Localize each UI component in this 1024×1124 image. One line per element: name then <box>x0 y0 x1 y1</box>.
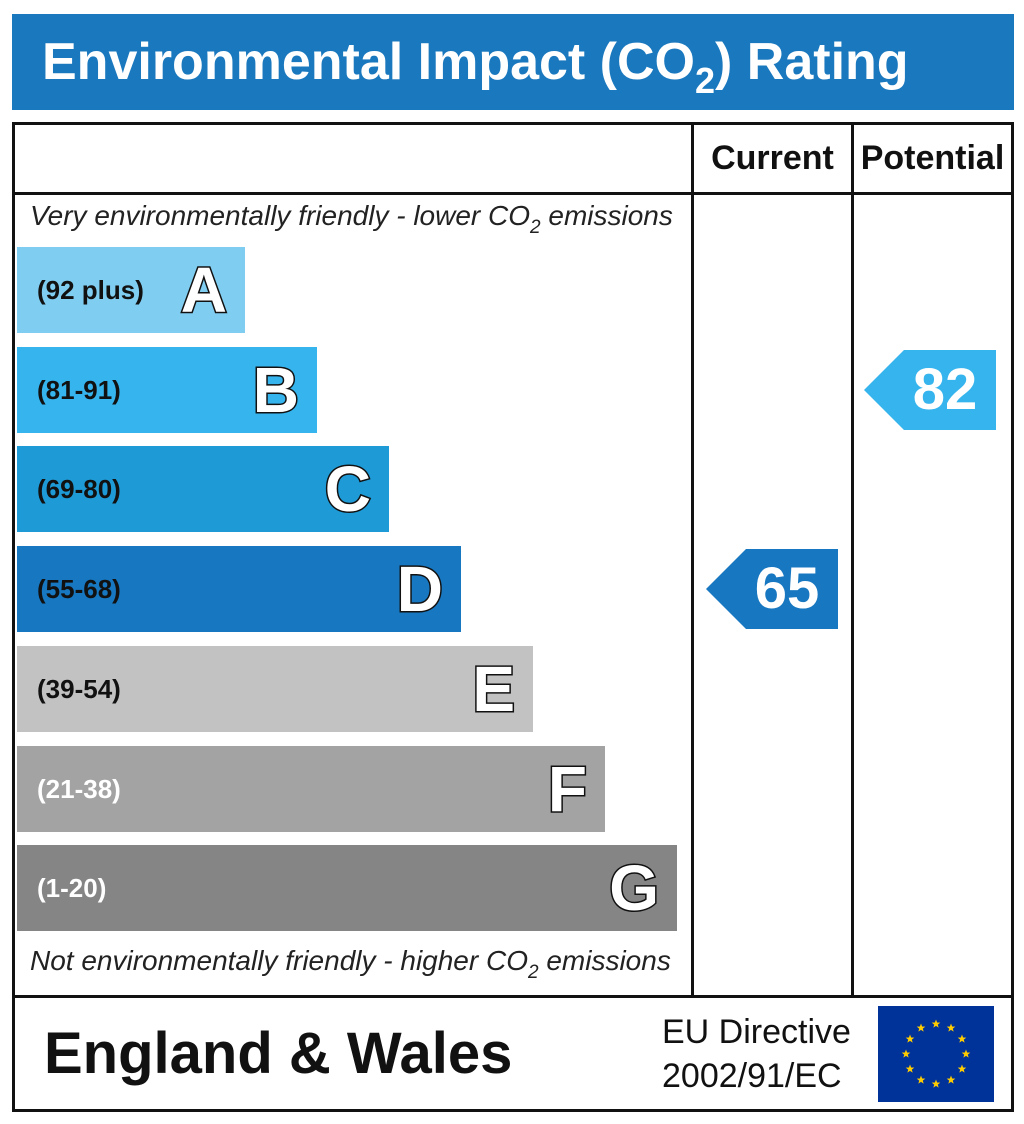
eu-star <box>931 1079 941 1088</box>
potential-rating-arrow-value: 82 <box>912 357 978 422</box>
band-range-label: (39-54) <box>37 674 121 704</box>
eu-flag-icon <box>878 1006 994 1102</box>
eu-star <box>901 1049 911 1058</box>
top-note: Very environmentally friendly - lower CO… <box>30 200 673 238</box>
band-letter: D <box>395 552 444 627</box>
bottom-note: Not environmentally friendly - higher CO… <box>30 945 671 983</box>
band-e: (39-54) E <box>17 646 533 732</box>
rating-frame <box>12 122 1014 1112</box>
eu-star <box>961 1049 971 1058</box>
band-a: (92 plus) A <box>17 247 245 333</box>
eu-star <box>946 1075 956 1084</box>
band-letter: A <box>179 253 228 328</box>
footer-divider <box>12 995 1014 998</box>
header-divider <box>12 192 1014 195</box>
band-letter: F <box>546 752 588 827</box>
band-range-label: (92 plus) <box>37 275 144 305</box>
band-range-label: (1-20) <box>37 873 107 903</box>
eu-directive: EU Directive 2002/91/EC <box>662 1010 851 1098</box>
eu-star <box>916 1075 926 1084</box>
eu-star <box>905 1034 915 1043</box>
eu-star <box>905 1064 915 1073</box>
band-letter: B <box>251 353 300 428</box>
band-letter: G <box>608 851 661 926</box>
current-rating-arrow: 65 <box>706 549 838 629</box>
current-rating-arrow-value: 65 <box>754 556 820 621</box>
region-label: England & Wales <box>44 1021 513 1086</box>
band-g: (1-20) G <box>17 845 677 931</box>
current-column-header: Current <box>711 139 834 177</box>
band-b: (81-91) B <box>17 347 317 433</box>
chart-title: Environmental Impact (CO2) Rating <box>42 33 909 101</box>
eu-star <box>916 1023 926 1032</box>
directive-line-1: EU Directive <box>662 1013 851 1051</box>
eu-star <box>957 1064 967 1073</box>
title-bar: Environmental Impact (CO2) Rating <box>12 14 1014 110</box>
band-c: (69-80) C <box>17 446 389 532</box>
band-range-label: (21-38) <box>37 774 121 804</box>
column-divider-right <box>851 122 854 998</box>
potential-rating-arrow: 82 <box>864 350 996 430</box>
band-range-label: (55-68) <box>37 574 121 604</box>
band-d: (55-68) D <box>17 546 461 632</box>
band-letter: E <box>471 652 517 727</box>
current-rating-arrow-shape <box>706 549 838 629</box>
potential-rating-arrow-shape <box>864 350 996 430</box>
eu-star <box>946 1023 956 1032</box>
band-letter: C <box>323 452 372 527</box>
band-f: (21-38) F <box>17 746 605 832</box>
band-range-label: (81-91) <box>37 375 121 405</box>
column-divider-left <box>691 122 694 998</box>
eu-star <box>931 1019 941 1028</box>
band-range-label: (69-80) <box>37 474 121 504</box>
potential-column-header: Potential <box>860 139 1005 177</box>
directive-line-2: 2002/91/EC <box>662 1057 842 1095</box>
eu-star <box>957 1034 967 1043</box>
